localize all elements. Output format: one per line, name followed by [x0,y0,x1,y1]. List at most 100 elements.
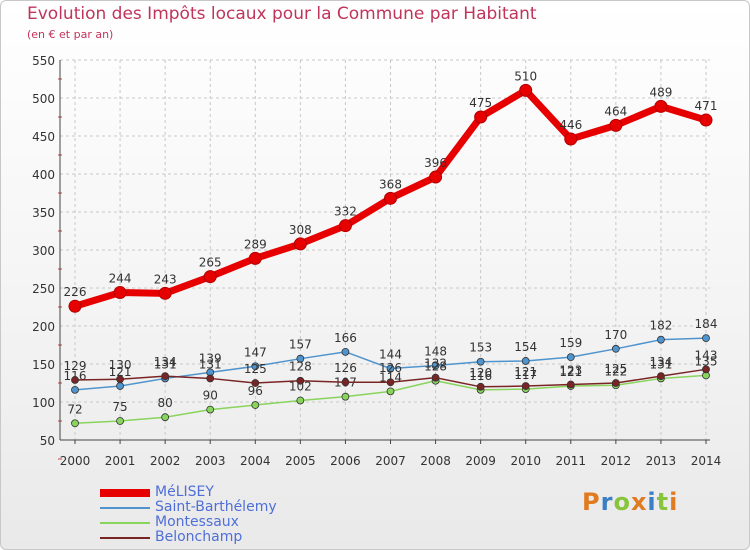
series-point-0 [158,286,172,300]
legend-label: Belonchamp [155,529,243,545]
series-point-0 [384,191,397,205]
data-label-1: 153 [469,341,492,355]
data-label-1: 157 [289,338,312,352]
data-label-1: 166 [334,331,357,345]
series-point-2 [251,401,260,409]
data-label-2: 114 [379,370,402,384]
data-label-3: 126 [334,361,357,375]
series-point-0 [429,170,443,184]
series-point-3 [521,382,530,390]
data-label-0: 471 [695,99,718,113]
data-label-2: 122 [604,364,627,378]
x-tick-label: 2012 [601,454,632,468]
series-point-1 [431,361,440,370]
series-point-3 [702,365,710,374]
x-tick-label: 2002 [150,454,181,468]
series-point-2 [161,413,170,422]
data-label-3: 126 [379,361,402,375]
data-label-2: 117 [514,368,537,382]
series-point-1 [71,385,79,394]
series-point-1 [116,382,124,390]
series-point-3 [431,373,440,382]
x-tick-label: 2014 [691,454,722,468]
x-tick-label: 2003 [195,454,226,468]
x-tick-label: 2010 [510,454,541,468]
data-label-2: 128 [424,360,447,374]
series-point-1 [566,353,575,362]
data-label-0: 244 [109,272,132,286]
legend-label: Montessaux [155,514,239,530]
legend-label: Saint-Barthélemy [155,499,277,515]
data-label-1: 170 [604,328,627,342]
y-tick-label: 200 [32,320,55,334]
data-label-3: 134 [649,355,672,369]
series-point-3 [206,374,215,383]
data-label-0: 332 [334,205,357,219]
series-point-0 [203,270,217,284]
data-label-0: 265 [199,256,222,270]
data-label-2: 75 [112,400,127,414]
series-point-0 [519,83,533,97]
series-point-3 [161,372,170,381]
series-point-1 [296,354,305,363]
data-label-1: 144 [379,348,402,362]
y-tick-label: 300 [32,244,55,258]
data-label-3: 120 [469,366,492,380]
data-label-3: 134 [154,355,177,369]
data-label-1: 184 [695,317,718,331]
series-point-1 [611,344,620,353]
x-tick-label: 2013 [646,454,677,468]
series-point-0 [113,286,127,300]
data-label-1: 121 [109,365,132,379]
legend-swatch [100,489,150,497]
series-point-1 [386,364,395,373]
chart-subtitle: (en € et par an) [27,28,114,41]
series-point-1 [476,357,485,366]
data-label-0: 308 [289,223,312,237]
series-point-2 [341,392,350,401]
series-point-0 [68,299,82,313]
data-label-1: 139 [199,351,222,365]
series-point-0 [293,237,307,251]
series-point-3 [71,376,79,384]
series-point-2 [296,396,305,405]
data-label-2: 116 [469,369,492,383]
data-label-3: 143 [695,348,718,362]
legend-swatch [100,522,150,524]
data-label-0: 510 [514,69,537,83]
series-point-0 [654,99,668,113]
data-label-0: 464 [604,104,627,118]
x-tick-label: 2008 [420,454,451,468]
data-label-0: 396 [424,156,447,170]
x-tick-label: 2001 [105,454,136,468]
series-point-0 [564,132,578,146]
series-point-3 [116,375,124,384]
series-point-3 [476,382,485,391]
series-point-0 [609,118,623,132]
series-point-0 [338,219,352,233]
x-tick-label: 2009 [465,454,496,468]
y-tick-label: 350 [32,206,55,220]
series-point-3 [386,378,395,387]
x-tick-label: 2005 [285,454,316,468]
line-chart: 50 100 150 200 250 300 350 400 450 500 550 2000 2001… [32,54,722,468]
series-point-3 [251,379,260,387]
data-label-3: 132 [424,357,447,371]
data-label-3: 123 [559,364,582,378]
data-label-2: 80 [158,396,173,410]
y-tick-label: 100 [32,396,55,410]
y-tick-label: 250 [32,282,55,296]
data-label-3: 131 [199,357,222,371]
data-label-3: 128 [289,360,312,374]
x-tick-label: 2006 [330,454,361,468]
data-label-3: 125 [244,362,267,376]
series-point-1 [521,357,530,365]
series-point-2 [206,405,215,414]
x-tick-label: 2011 [556,454,587,468]
data-label-1: 182 [649,319,672,333]
data-label-2: 72 [67,402,82,416]
x-tick-label: 2000 [60,454,91,468]
data-label-0: 243 [154,272,177,286]
series-point-0 [474,110,488,124]
series-point-2 [116,417,124,425]
